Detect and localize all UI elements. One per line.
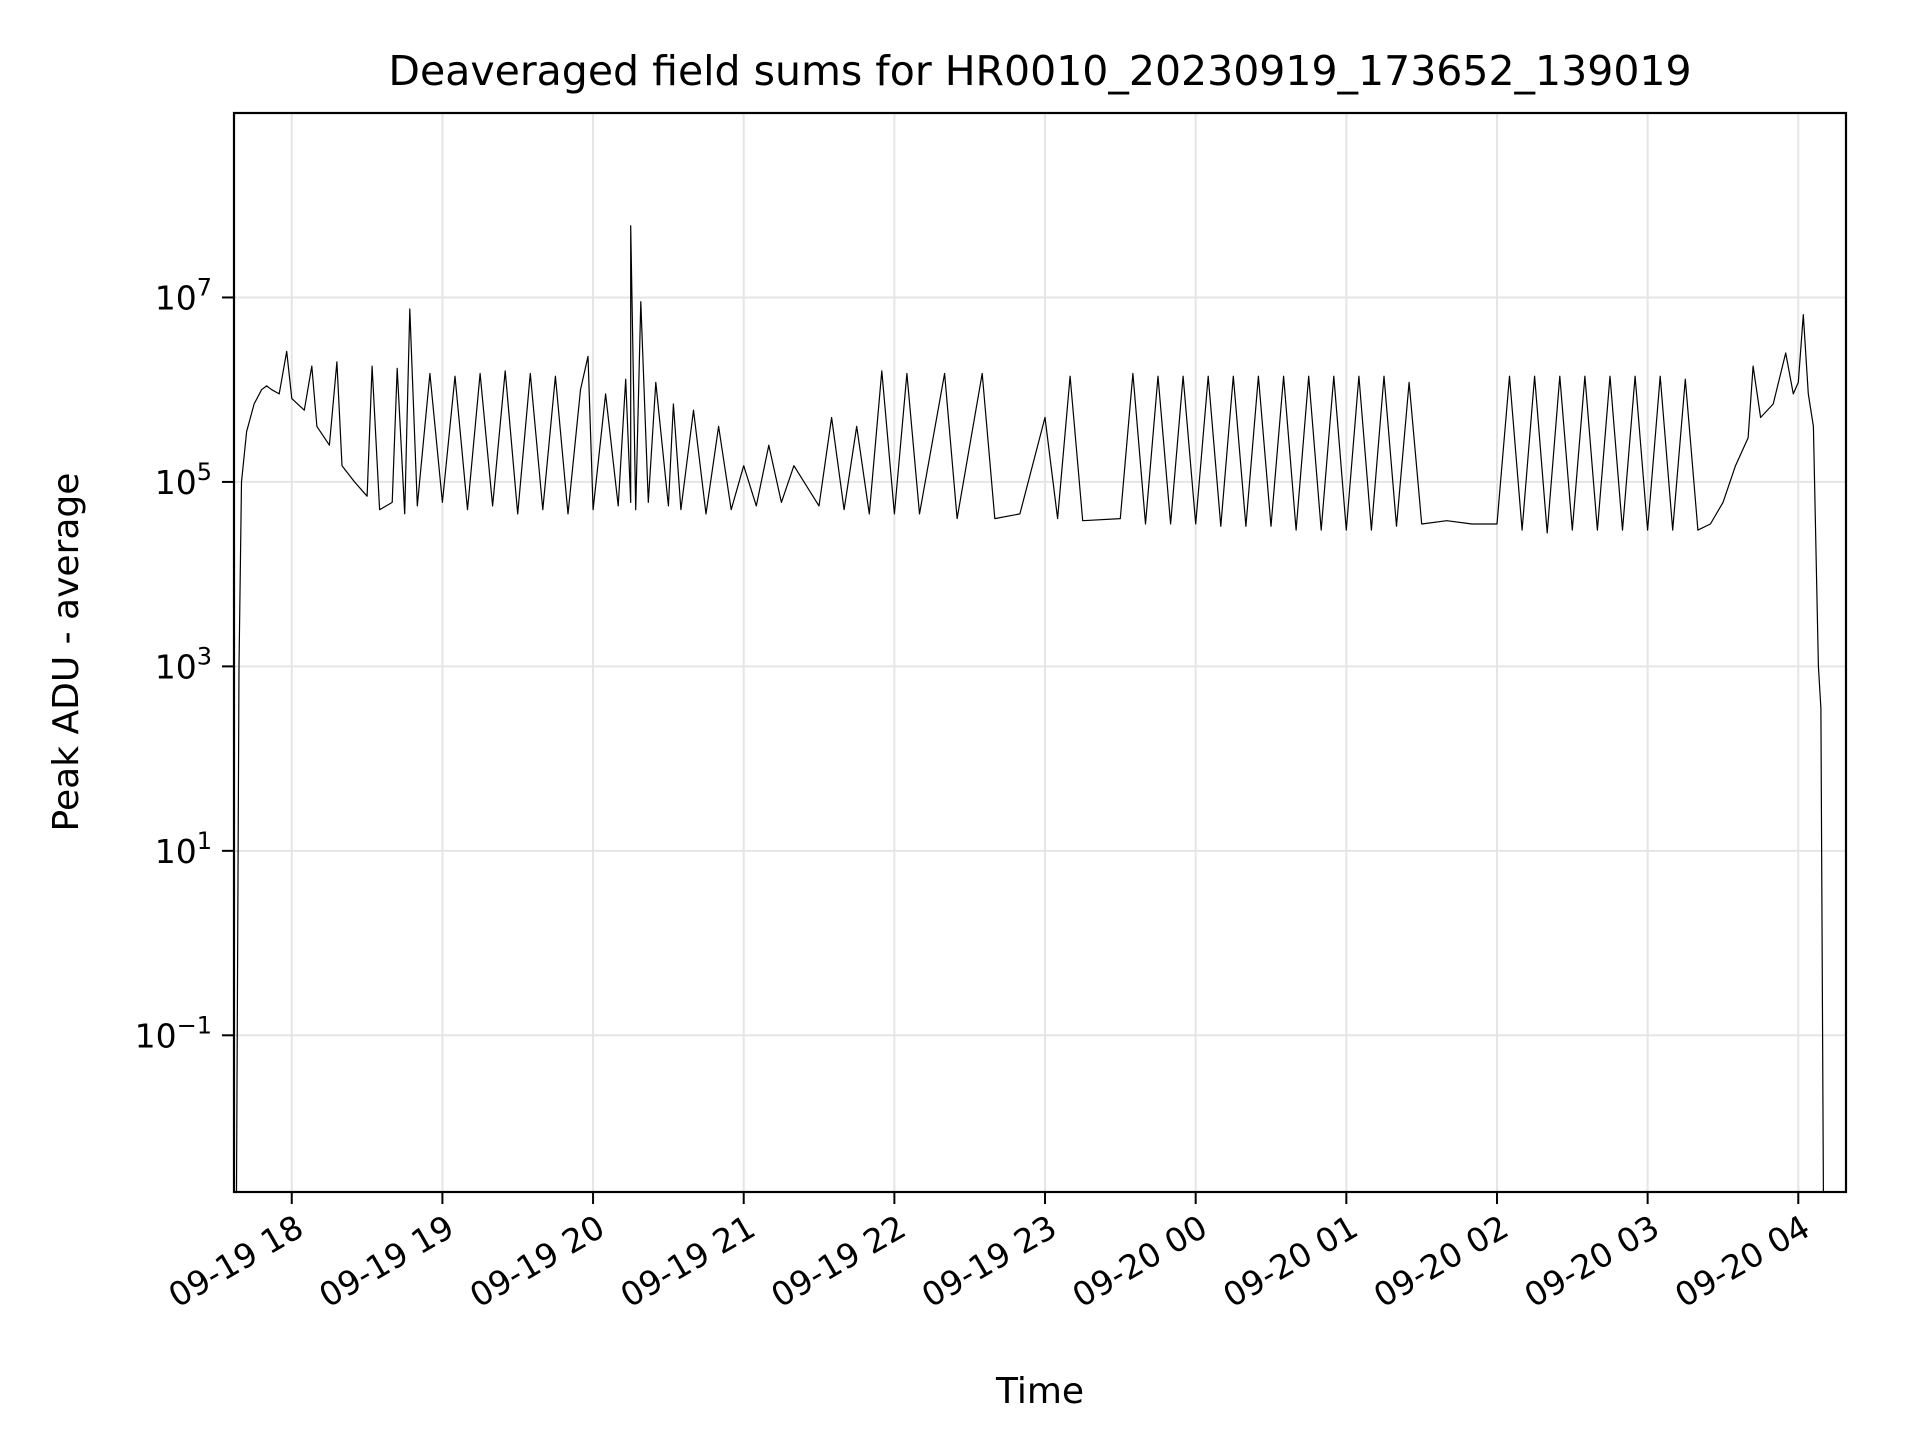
chart-title: Deaveraged field sums for HR0010_2023091… <box>388 47 1691 95</box>
axes-frame <box>232 111 1848 1194</box>
y-tick-label-1: 101 <box>155 827 212 871</box>
y-axis-label: Peak ADU - average <box>46 473 87 832</box>
grid <box>234 113 1846 1192</box>
y-tick-label-4: 107 <box>155 273 212 317</box>
x-axis-label: Time <box>995 1371 1084 1412</box>
series-line-0 <box>235 225 1825 1193</box>
y-axis: 10−1 101 103 105 107 <box>135 273 234 1055</box>
y-tick-label-3: 105 <box>155 458 212 502</box>
y-tick-label-2: 103 <box>155 642 212 686</box>
plot-area <box>235 225 1825 1193</box>
y-tick-label-0: 10−1 <box>135 1011 212 1055</box>
